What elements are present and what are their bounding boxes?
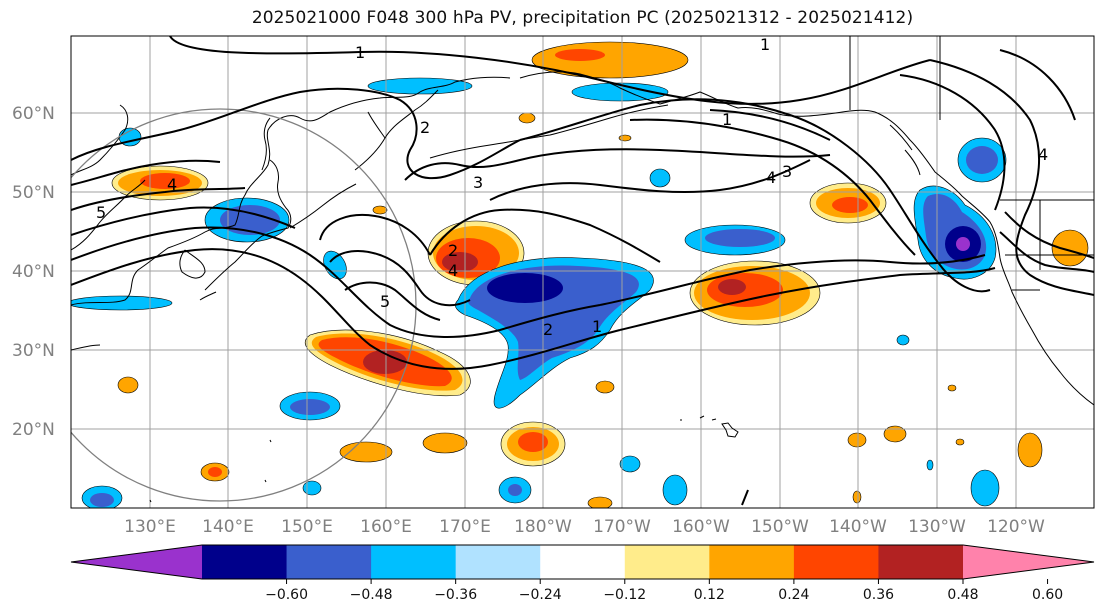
- contour-label: 3: [782, 162, 792, 181]
- lon-tick-label: 130°W: [908, 517, 966, 537]
- contour-label: 4: [1038, 145, 1048, 164]
- contour-label: 3: [473, 173, 483, 192]
- contour-label: 2: [543, 320, 553, 339]
- lat-tick-label: 30°N: [12, 341, 55, 361]
- colorbar-tick-label: −0.12: [603, 587, 646, 601]
- colorbar-tick-label: 0.12: [694, 587, 725, 601]
- contour-label: 1: [592, 317, 602, 336]
- colorbar-segment: [202, 545, 288, 579]
- lon-tick-label: 140°W: [829, 517, 887, 537]
- colorbar-segment: [455, 545, 541, 579]
- map-frame: [70, 35, 1095, 509]
- map-panel: 1 1 1 2 3 3 4 4 5 2 4 5 2 1 4: [71, 35, 1094, 508]
- lon-tick-label: 150°E: [281, 517, 333, 537]
- colorbar-tick-label: 0.24: [778, 587, 809, 601]
- lon-tick-label: 160°W: [672, 517, 730, 537]
- colorbar-tick-label: 0.60: [1032, 587, 1063, 601]
- colorbar-segment: [878, 545, 964, 579]
- contour-label: 1: [722, 110, 732, 129]
- colorbar-segment: [286, 545, 372, 579]
- lon-tick-label: 160°E: [360, 517, 412, 537]
- contour-label: 2: [420, 118, 430, 137]
- colorbar-segment: [371, 545, 457, 579]
- lat-tick-label: 50°N: [12, 183, 55, 203]
- contour-label: 1: [760, 35, 770, 54]
- precip-shading: [71, 41, 1089, 508]
- colorbar-segment: [540, 545, 626, 579]
- lon-tick-label: 170°E: [439, 517, 491, 537]
- contour-label: 4: [766, 168, 776, 187]
- colorbar-segment: [624, 545, 710, 579]
- colorbar-segment: [709, 545, 795, 579]
- colorbar-tick-label: −0.48: [350, 587, 393, 601]
- colorbar-tick-label: −0.24: [519, 587, 562, 601]
- contour-labels: 1 1 1 2 3 3 4 4 5 2 4 5 2 1 4: [96, 35, 1048, 339]
- colorbar-extend-high: [963, 545, 1094, 579]
- colorbar-segment: [793, 545, 879, 579]
- colorbar-tick-label: 0.48: [947, 587, 978, 601]
- contour-label: 4: [448, 261, 458, 280]
- map-title: 2025021000 F048 300 hPa PV, precipitatio…: [251, 8, 914, 28]
- lon-tick-label: 170°W: [593, 517, 651, 537]
- contour-label: 2: [448, 241, 458, 260]
- contour-label: 5: [96, 203, 106, 222]
- colorbar-tick-label: 0.36: [863, 587, 894, 601]
- lon-tick-label: 180°W: [514, 517, 572, 537]
- pv-contours: [71, 36, 1094, 506]
- lat-tick-label: 20°N: [12, 420, 55, 440]
- lon-tick-label: 140°E: [202, 517, 254, 537]
- lon-tick-labels: 130°E 140°E 150°E 160°E 170°E 180°W 170°…: [124, 517, 1045, 537]
- lat-tick-labels: 20°N 30°N 40°N 50°N 60°N: [12, 104, 55, 440]
- contour-label: 4: [167, 175, 177, 194]
- region-circle: [71, 108, 417, 502]
- colorbar-tick-label: −0.60: [265, 587, 308, 601]
- contour-label: 1: [355, 43, 365, 62]
- lon-tick-label: 120°W: [987, 517, 1045, 537]
- colorbar-outline: [70, 544, 1095, 580]
- lon-tick-label: 130°E: [124, 517, 176, 537]
- colorbar-extend-low: [71, 545, 202, 579]
- contour-label: 5: [380, 292, 390, 311]
- lat-tick-label: 40°N: [12, 262, 55, 282]
- lon-tick-label: 150°W: [751, 517, 809, 537]
- colorbar: −0.60 −0.48 −0.36 −0.24 −0.12 0.12 0.24 0.36 0.4…: [70, 544, 1095, 601]
- colorbar-tick-label: −0.36: [434, 587, 477, 601]
- lat-tick-label: 60°N: [12, 104, 55, 124]
